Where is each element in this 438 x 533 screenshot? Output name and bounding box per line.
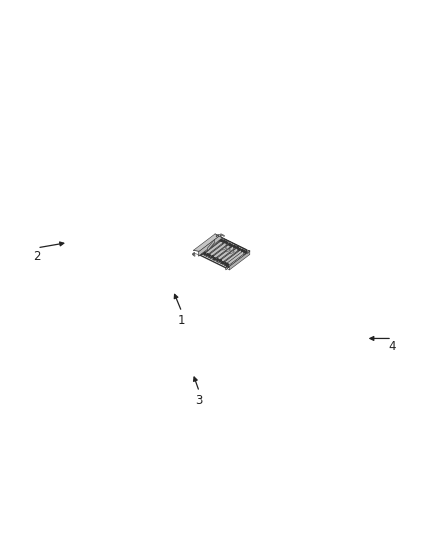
Polygon shape: [206, 240, 223, 256]
Text: 4: 4: [388, 341, 396, 353]
Polygon shape: [227, 251, 244, 266]
Polygon shape: [202, 238, 219, 254]
Polygon shape: [217, 246, 234, 262]
Polygon shape: [221, 233, 224, 237]
Polygon shape: [198, 235, 221, 256]
Polygon shape: [222, 247, 227, 250]
Polygon shape: [193, 252, 194, 255]
Polygon shape: [226, 249, 231, 252]
Polygon shape: [202, 241, 244, 267]
Polygon shape: [213, 244, 230, 260]
Polygon shape: [230, 251, 234, 254]
Polygon shape: [230, 251, 250, 270]
Polygon shape: [222, 238, 224, 240]
Polygon shape: [226, 266, 227, 270]
Polygon shape: [219, 235, 221, 237]
Polygon shape: [219, 236, 246, 253]
Polygon shape: [247, 251, 249, 254]
Polygon shape: [199, 250, 201, 255]
Polygon shape: [199, 250, 228, 264]
Polygon shape: [230, 242, 231, 244]
Polygon shape: [207, 239, 215, 252]
Text: 2: 2: [33, 250, 41, 263]
Polygon shape: [216, 235, 218, 237]
Polygon shape: [217, 236, 219, 241]
Polygon shape: [193, 254, 195, 256]
Polygon shape: [225, 249, 241, 265]
Text: 3: 3: [196, 394, 203, 407]
Polygon shape: [237, 246, 239, 248]
Polygon shape: [221, 247, 237, 263]
Polygon shape: [209, 242, 226, 258]
Polygon shape: [194, 234, 219, 251]
Text: 1: 1: [178, 314, 186, 327]
Polygon shape: [217, 236, 246, 251]
Polygon shape: [205, 252, 206, 253]
